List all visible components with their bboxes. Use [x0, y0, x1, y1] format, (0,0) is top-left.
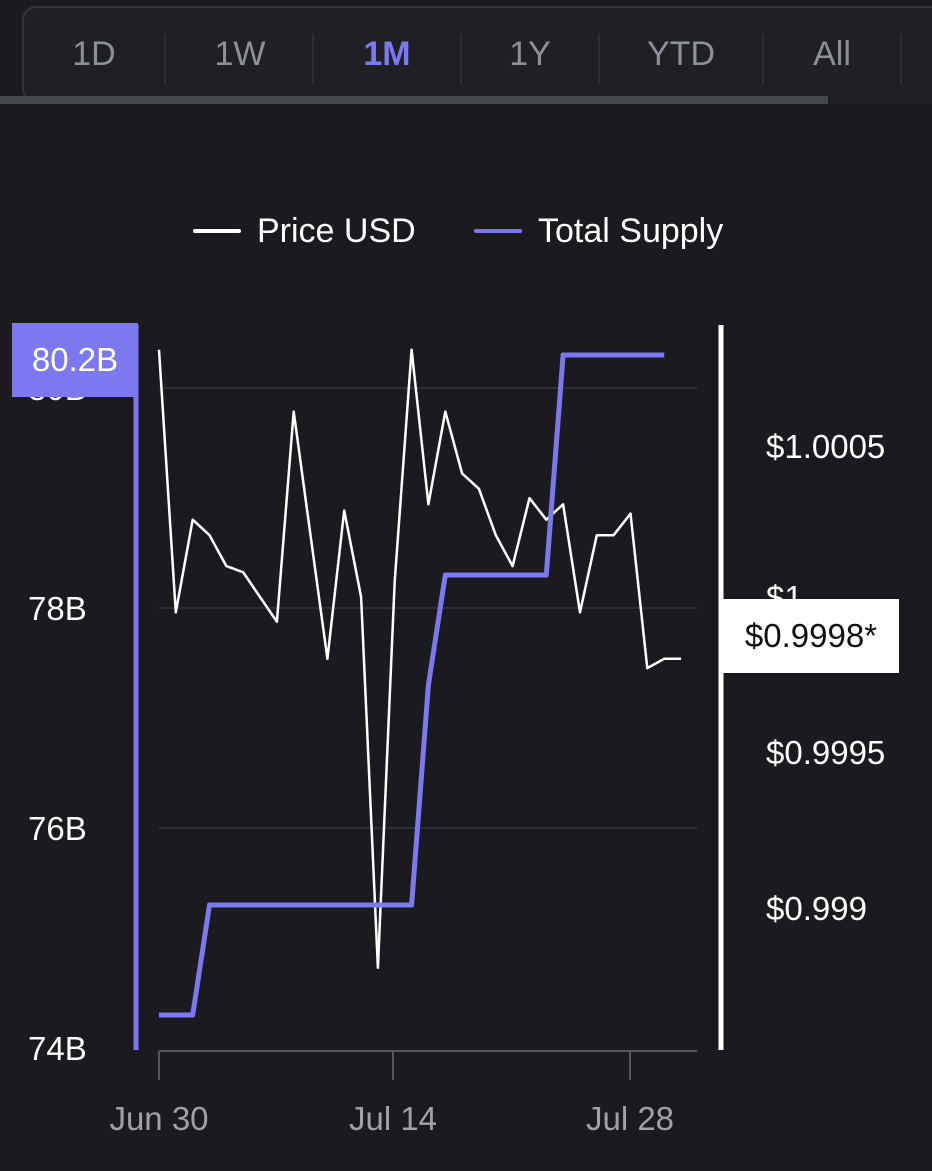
supply-line-swatch-icon [474, 229, 522, 233]
tab-all[interactable]: All [813, 35, 851, 73]
tab-ytd[interactable]: YTD [647, 35, 715, 73]
left-y-tick-label: 78B [28, 590, 87, 627]
tab-separator [164, 34, 166, 84]
total-supply-series-line [159, 352, 665, 1018]
right-y-tick-label: $1.0005 [766, 428, 885, 465]
left-y-tick-label: 74B [28, 1030, 87, 1067]
tab-separator [460, 34, 462, 84]
tab-1d[interactable]: 1D [72, 35, 116, 73]
tab-1w[interactable]: 1W [214, 35, 266, 73]
legend-label-price: Price USD [257, 211, 416, 250]
supply-current-value-label: 80.2B [12, 323, 138, 397]
price-line-swatch-icon [193, 229, 241, 233]
tab-separator [312, 34, 314, 84]
left-y-tick-label: 76B [28, 810, 87, 847]
legend-item-price[interactable]: Price USD [193, 206, 416, 256]
tab-separator [762, 34, 764, 84]
tab-1y[interactable]: 1Y [509, 35, 551, 73]
price-current-value-label: $0.9998* [723, 599, 899, 673]
right-y-tick-label: $0.999 [766, 890, 867, 927]
x-tick-label: Jul 28 [586, 1100, 674, 1137]
legend-label-supply: Total Supply [538, 211, 724, 250]
tab-separator [598, 34, 600, 84]
timeframe-tabbar: 1D 1W 1M 1Y YTD All [22, 6, 932, 102]
x-tick-label: Jul 14 [349, 1100, 437, 1137]
price-usd-series-line [157, 348, 681, 970]
tabbar-scrollbar-thumb[interactable] [0, 96, 828, 104]
tab-1m[interactable]: 1M [363, 35, 411, 73]
legend-item-supply[interactable]: Total Supply [474, 206, 723, 256]
tab-separator [900, 34, 902, 84]
x-tick-label: Jun 30 [109, 1100, 208, 1137]
chart-legend: Price USD Total Supply [0, 206, 932, 256]
right-y-tick-label: $0.9995 [766, 734, 885, 771]
